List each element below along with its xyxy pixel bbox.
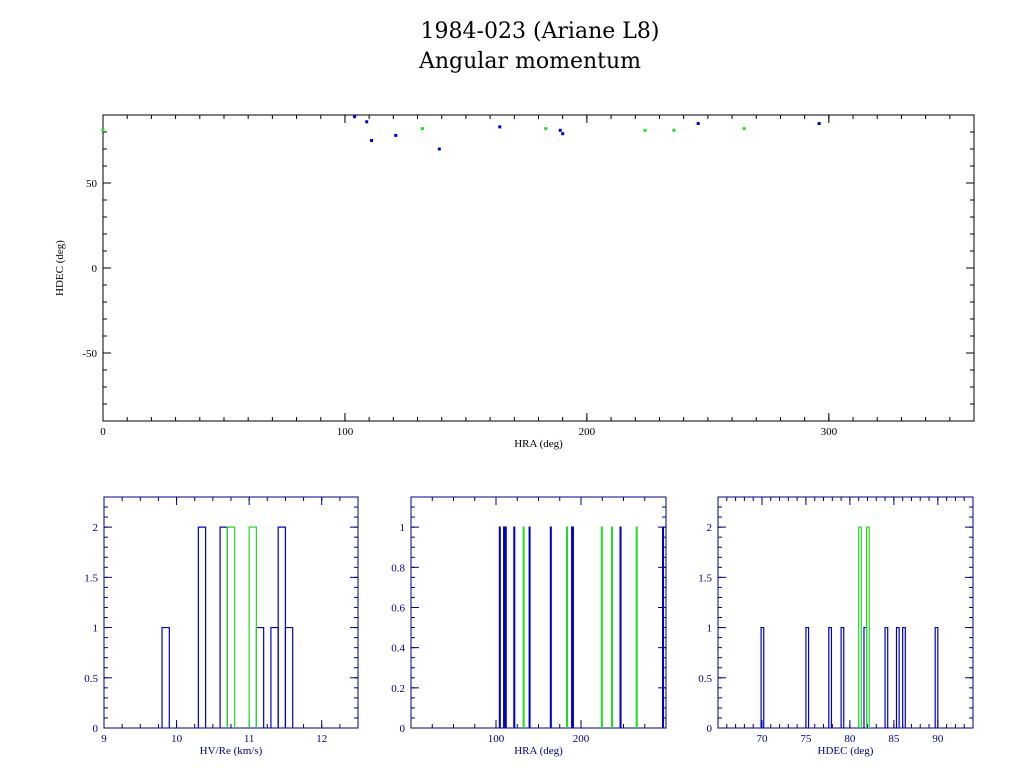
y-tick-label: 0 [92,263,98,275]
x-axis-label: HDEC (deg) [818,745,874,757]
data-point [370,139,374,142]
histogram-bar [895,626,900,728]
histogram-bar [884,626,889,728]
y-tick-label: 1 [707,623,713,635]
y-tick-label: 1.5 [84,572,98,584]
x-tick-label: 300 [821,426,838,438]
x-tick-label: 9 [101,733,107,745]
histogram-bar [858,526,862,728]
histogram-bar [934,626,939,728]
x-tick-label: 0 [100,426,106,438]
histogram-bar [902,626,906,728]
data-point [643,128,647,132]
histogram-bar [805,626,810,728]
y-tick-label: 0.2 [391,683,405,695]
histogram-bar [528,526,531,728]
histogram-bar [565,526,568,728]
x-tick-label: 11 [244,733,255,745]
y-tick-label: 0.4 [391,643,405,655]
x-tick-label: 100 [337,426,354,438]
histogram-bar [503,526,506,728]
x-tick-label: 90 [932,733,944,745]
histogram-bar [619,526,622,728]
y-tick-label: 0.6 [391,602,405,614]
data-point [353,115,357,119]
y-tick-label: 0 [707,723,713,735]
y-tick-label: 1 [93,623,99,635]
histogram-bar [277,526,287,728]
y-tick-label: 50 [86,178,98,190]
chart-title: 1984-023 (Ariane L8) [421,19,660,44]
y-tick-label: 0.5 [84,673,98,685]
data-point [672,128,676,132]
histogram-bar [635,526,638,728]
plot-frame [717,496,974,729]
histogram-bar [504,526,507,728]
histogram-bar [611,526,614,728]
histogram-bar [226,526,236,728]
histogram-hra: 100 200 0 0.2 0.4 0.6 0.8 1 HRA (deg) [391,496,667,757]
y-tick-label: 0 [93,723,99,735]
histogram-bar [284,626,294,728]
data-point [561,132,565,136]
histogram-hv: 9 10 11 12 0 0.5 1 1.5 2 HV/Re (km/s) [84,496,359,757]
histogram-bar [513,526,516,728]
histogram-bar [270,626,279,728]
y-tick-label: -50 [82,348,97,360]
scatter-plot-hra-hdec: 0 100 200 300 -50 0 50 HRA (deg) HDEC (deg) [54,114,975,450]
x-tick-label: 85 [888,733,900,745]
histogram-bar [866,526,870,728]
histogram-bar [571,526,574,728]
data-point [437,147,441,151]
histogram-bar [248,526,257,728]
data-point [544,127,548,131]
x-tick-label: 200 [573,733,590,745]
x-axis-label: HRA (deg) [514,438,563,450]
histogram-bar [828,626,833,728]
plot-frame [102,114,975,422]
x-tick-label: 70 [756,733,768,745]
data-point [101,128,105,132]
histogram-bar [600,526,603,728]
x-tick-label: 12 [316,733,327,745]
histogram-bar [197,526,207,728]
data-point [365,120,369,124]
data-point [696,122,700,125]
data-point [558,128,562,132]
y-tick-label: 2 [707,522,713,534]
x-tick-label: 100 [488,733,505,745]
data-point [498,125,502,129]
plot-frame [103,496,359,729]
x-tick-label: 80 [844,733,856,745]
histogram-bar [760,626,765,728]
histogram-bar [219,526,228,728]
histogram-bar [662,526,665,728]
histogram-bar [549,526,552,728]
data-point [817,122,821,125]
histogram-bar [522,526,525,728]
x-tick-label: 10 [171,733,183,745]
x-axis-label: HRA (deg) [514,745,563,757]
histogram-bar [840,626,845,728]
y-tick-label: 0.8 [391,562,405,574]
data-point [420,127,424,131]
plot-frame [410,496,667,729]
y-tick-label: 1 [400,522,406,534]
histogram-bar [255,626,265,728]
y-tick-label: 1.5 [698,572,712,584]
y-tick-label: 0 [400,723,406,735]
x-tick-label: 75 [800,733,812,745]
y-tick-label: 0.5 [698,673,712,685]
chart-subtitle: Angular momentum [418,49,641,74]
histogram-bar [498,526,501,728]
y-axis-label: HDEC (deg) [54,240,66,296]
y-tick-label: 2 [93,522,99,534]
data-point [742,127,746,131]
x-tick-label: 200 [579,426,596,438]
x-axis-label: HV/Re (km/s) [200,745,263,757]
histogram-hdec: 70 75 80 85 90 0 0.5 1 1.5 2 HDEC (deg) [698,496,974,757]
histogram-bar [161,626,170,728]
data-point [394,133,398,137]
